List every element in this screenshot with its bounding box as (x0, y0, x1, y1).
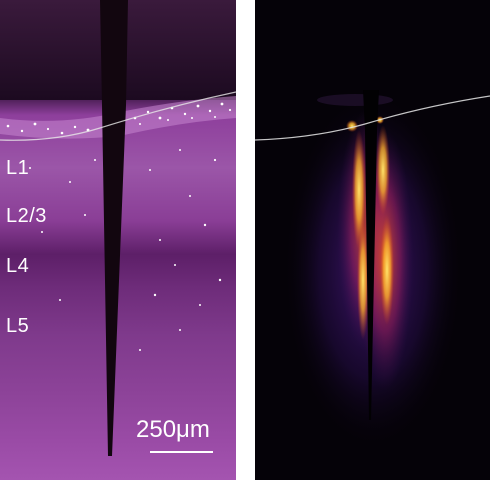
probe-shank (100, 0, 128, 456)
fluorescence-image (0, 0, 236, 480)
hot-streak-left-lower (357, 220, 369, 340)
surface-shadow (317, 94, 393, 106)
probe-shank-heatmap (363, 90, 379, 420)
layer-label-l4: L4 (6, 255, 30, 277)
brain-surface-line-heatmap (255, 95, 490, 141)
hot-streak-right-upper (376, 125, 390, 215)
heatmap-image (255, 0, 490, 480)
layer-label-l1: L1 (6, 157, 30, 179)
brain-surface-line (0, 91, 236, 141)
scale-bar (150, 451, 213, 453)
hot-spot-surface-left (346, 120, 358, 132)
layer-label-l2-3: L2/3 (6, 205, 47, 227)
fluorescence-image-panel (0, 0, 236, 480)
hot-streak-right-lower (380, 215, 394, 325)
hot-streak-left-upper (352, 130, 366, 250)
layer-label-l5: L5 (6, 315, 30, 337)
heatmap-image-panel (255, 0, 490, 480)
scale-bar-label: 250μm (136, 416, 210, 443)
